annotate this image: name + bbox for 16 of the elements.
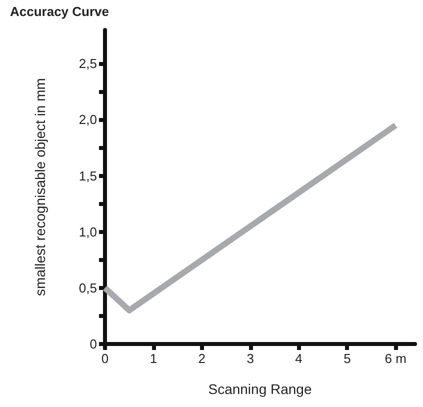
y-tick-label: 2,5 bbox=[78, 56, 97, 72]
y-tick-label: 0,5 bbox=[78, 280, 97, 296]
x-tick-label: 5 bbox=[344, 351, 351, 366]
x-tick-label: 4 bbox=[295, 351, 302, 366]
x-tick-label: 0 bbox=[101, 351, 109, 366]
y-axis-title: smallest recognisable object in mm bbox=[32, 78, 48, 296]
x-tick-label: 2 bbox=[198, 351, 206, 366]
x-tick-label: 3 bbox=[246, 351, 254, 366]
x-axis-title: Scanning Range bbox=[208, 381, 312, 397]
x-tick-label: 6 m bbox=[384, 351, 406, 366]
y-tick-label: 0 bbox=[90, 336, 97, 352]
chart-title: Accuracy Curve bbox=[10, 4, 109, 19]
x-tick-label: 1 bbox=[150, 351, 158, 366]
y-tick-label: 1,5 bbox=[78, 168, 97, 184]
y-tick-label: 2,0 bbox=[78, 112, 97, 128]
y-tick-label: 1,0 bbox=[78, 224, 97, 240]
